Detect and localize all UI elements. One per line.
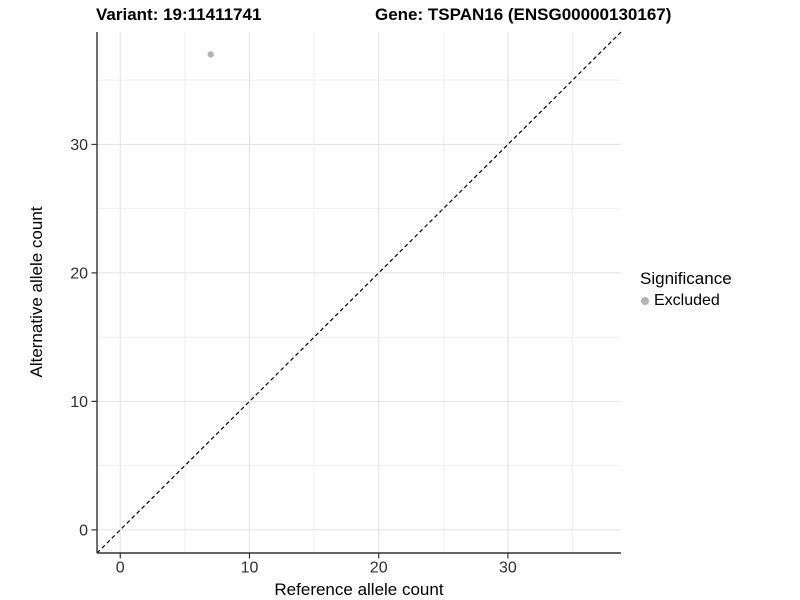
- y-tick-label: 20: [70, 265, 88, 282]
- x-tick-label: 20: [370, 560, 388, 577]
- y-axis-title: Alternative allele count: [27, 206, 46, 378]
- legend: Significance Excluded: [640, 269, 732, 310]
- x-tick-label: 10: [241, 560, 259, 577]
- legend-title: Significance: [640, 269, 732, 288]
- legend-point-icon: [641, 297, 649, 305]
- legend-item-excluded: Excluded: [640, 292, 732, 310]
- legend-item-label: Excluded: [654, 292, 720, 309]
- y-tick-label: 30: [70, 137, 88, 154]
- variant-title: Variant: 19:11411741: [96, 5, 262, 24]
- y-tick-label: 0: [79, 522, 88, 539]
- gene-title: Gene: TSPAN16 (ENSG00000130167): [375, 5, 672, 24]
- x-tick-label: 30: [499, 560, 517, 577]
- x-tick-label: 0: [116, 560, 125, 577]
- y-tick-label: 10: [70, 394, 88, 411]
- data-point: [207, 51, 214, 58]
- identity-reference-line: [96, 31, 622, 554]
- x-axis-title: Reference allele count: [274, 580, 444, 599]
